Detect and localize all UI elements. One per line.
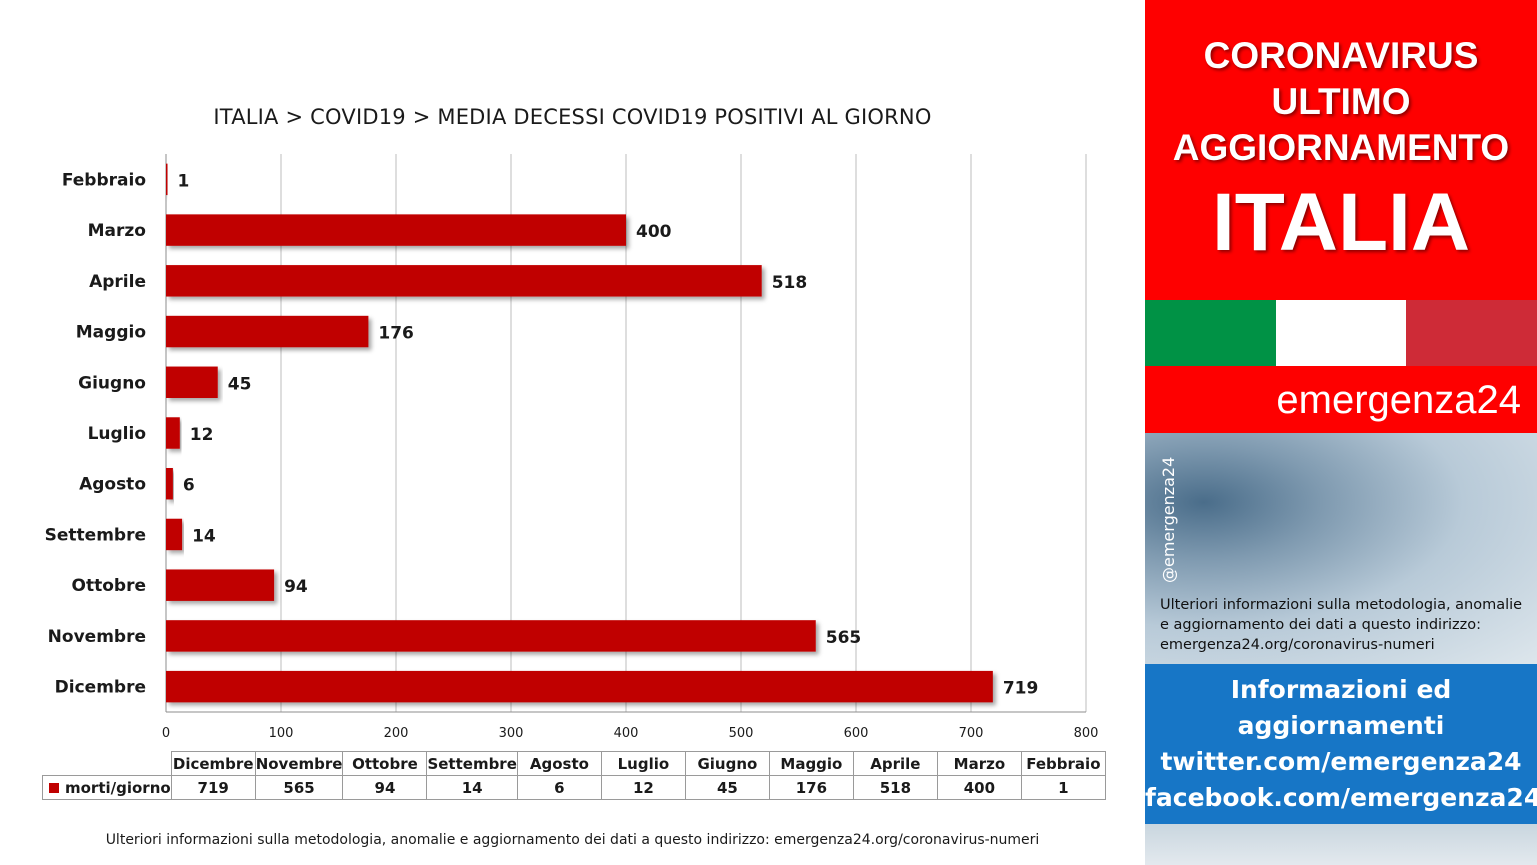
table-header-cell: Febbraio <box>1020 751 1106 776</box>
x-tick-label: 500 <box>729 726 754 741</box>
italian-flag-icon <box>1145 300 1537 366</box>
category-label: Settembre <box>45 525 146 545</box>
info-block: Informazioni ed aggiornamenti twitter.co… <box>1145 664 1537 824</box>
x-tick-label: 0 <box>162 726 170 741</box>
bar <box>166 620 816 652</box>
x-tick-label: 800 <box>1074 726 1099 741</box>
table-value-cell: 518 <box>852 775 938 800</box>
methodology-note: Ulteriori informazioni sulla metodologia… <box>1160 597 1523 653</box>
brand-bar: emergenza24 <box>1145 366 1537 433</box>
data-label: 518 <box>772 273 808 293</box>
data-label: 45 <box>228 374 252 394</box>
series-name: morti/giorno <box>65 778 171 797</box>
data-table-corner <box>42 751 172 776</box>
footer-note: Ulteriori informazioni sulla metodologia… <box>105 832 1040 848</box>
category-label: Giugno <box>78 373 146 393</box>
chart-area: ITALIA > COVID19 > MEDIA DECESSI COVID19… <box>42 105 1106 848</box>
data-table-header-row: Dicembre Novembre Ottobre Settembre Agosto Lu… <box>42 751 1106 776</box>
table-value-cell: 12 <box>600 775 686 800</box>
table-header-cell: Marzo <box>936 751 1022 776</box>
headline-line-2: ULTIMO <box>1271 81 1411 122</box>
bar <box>166 670 993 703</box>
data-table: Dicembre Novembre Ottobre Settembre Agosto Lu… <box>42 751 1106 800</box>
table-header-cell: Agosto <box>516 751 602 776</box>
table-header-cell: Giugno <box>684 751 770 776</box>
category-label: Febbraio <box>62 170 146 190</box>
data-table-series-label: morti/giorno <box>42 775 172 800</box>
bar <box>166 417 180 449</box>
table-value-cell: 1 <box>1020 775 1106 800</box>
bar <box>166 315 369 348</box>
x-tick-label: 300 <box>499 726 524 741</box>
table-header-cell: Dicembre <box>170 751 256 776</box>
x-tick-label: 600 <box>844 726 869 741</box>
data-label: 12 <box>190 425 214 445</box>
x-tick-label: 200 <box>384 726 409 741</box>
legend-key-icon <box>49 783 59 793</box>
facebook-link[interactable]: facebook.com/emergenza24 <box>1145 783 1537 812</box>
data-label: 1 <box>178 171 190 191</box>
side-panel: CORONAVIRUS ULTIMO AGGIORNAMENTO ITALIA … <box>1145 0 1537 865</box>
twitter-link[interactable]: twitter.com/emergenza24 <box>1160 747 1522 776</box>
flag-white-stripe <box>1275 300 1407 366</box>
social-handle: @emergenza24 <box>1159 456 1178 583</box>
bar <box>166 518 183 551</box>
table-value-cell: 719 <box>170 775 256 800</box>
table-value-cell: 45 <box>684 775 770 800</box>
table-value-cell: 6 <box>516 775 602 800</box>
category-label: Aprile <box>89 272 146 292</box>
data-label: 94 <box>284 577 308 597</box>
bar <box>166 163 168 196</box>
bar <box>166 265 762 297</box>
category-label: Novembre <box>48 627 146 647</box>
background-photo-bottom <box>1145 824 1537 865</box>
headline-country: ITALIA <box>1211 177 1471 268</box>
table-header-cell: Settembre <box>426 751 518 776</box>
data-label: 14 <box>192 526 216 546</box>
bar <box>166 366 218 398</box>
data-label: 176 <box>378 324 414 344</box>
bar <box>166 569 275 601</box>
brand-name: emergenza24 <box>1276 378 1521 422</box>
category-label: Ottobre <box>72 576 146 596</box>
data-label: 400 <box>636 222 672 242</box>
category-label: Agosto <box>79 475 146 495</box>
chart-title: ITALIA > COVID19 > MEDIA DECESSI COVID19… <box>213 105 932 129</box>
table-value-cell: 176 <box>768 775 854 800</box>
info-line-2: aggiornamenti <box>1237 711 1445 740</box>
x-tick-label: 400 <box>614 726 639 741</box>
data-table-value-row: morti/giorno 719 565 94 14 6 12 45 176 518 400 1 <box>42 775 1106 800</box>
table-header-cell: Aprile <box>852 751 938 776</box>
x-tick-label: 700 <box>959 726 984 741</box>
bar <box>166 214 626 246</box>
category-label: Marzo <box>88 221 146 241</box>
table-value-cell: 400 <box>936 775 1022 800</box>
table-header-cell: Novembre <box>254 751 344 776</box>
table-value-cell: 14 <box>426 775 518 800</box>
table-header-cell: Ottobre <box>342 751 428 776</box>
bar <box>166 468 173 500</box>
headline-line-3: AGGIORNAMENTO <box>1172 127 1510 168</box>
data-label: 565 <box>826 628 862 648</box>
flag-green-stripe <box>1145 300 1276 366</box>
data-label: 719 <box>1003 679 1039 699</box>
category-label: Luglio <box>88 424 146 444</box>
bar-chart: 0 100 200 300 400 500 600 700 800 Febbraio 1 Marzo 4… <box>45 154 1099 741</box>
background-photo: @emergenza24 Ulteriori informazioni sull… <box>1145 433 1537 664</box>
table-value-cell: 94 <box>342 775 428 800</box>
headline-block: CORONAVIRUS ULTIMO AGGIORNAMENTO ITALIA <box>1145 0 1537 300</box>
info-line-1: Informazioni ed <box>1230 675 1452 704</box>
x-tick-label: 100 <box>269 726 294 741</box>
table-header-cell: Luglio <box>600 751 686 776</box>
flag-red-stripe <box>1406 300 1537 366</box>
category-label: Dicembre <box>55 678 146 698</box>
headline-line-1: CORONAVIRUS <box>1203 35 1479 76</box>
table-value-cell: 565 <box>254 775 344 800</box>
table-header-cell: Maggio <box>768 751 854 776</box>
data-label: 6 <box>183 476 195 496</box>
category-label: Maggio <box>76 323 146 343</box>
